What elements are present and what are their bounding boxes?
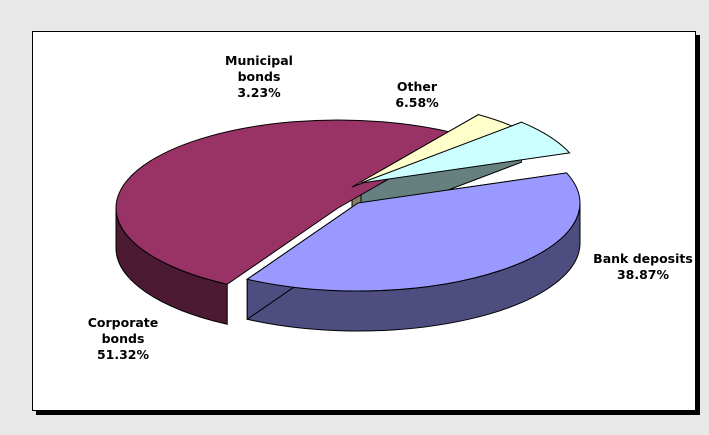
pie-slices — [115, 114, 581, 292]
slice-label-line: Other — [397, 79, 438, 94]
slice-label-line: Bank deposits — [593, 251, 693, 266]
slice-bank-deposits — [246, 172, 581, 292]
slice-label-line: Corporate — [88, 315, 159, 330]
slice-label-line: 38.87% — [617, 267, 670, 282]
slice-label-other: Other 6.58% — [395, 79, 439, 110]
pie-labels: Bank deposits 38.87%Corporate bonds 51.32%M… — [88, 53, 693, 362]
slice-label-line: Municipal — [225, 53, 293, 68]
slice-label-line: bonds — [102, 331, 145, 346]
chart-frame: Bank deposits 38.87% Corporate bonds 51.32% M… — [32, 31, 696, 411]
slice-label-line: 51.32% — [97, 347, 150, 362]
slice-corporate-bonds — [115, 119, 466, 285]
slice-label-municipal-bonds: Municipal bonds 3.23% — [225, 53, 293, 100]
slice-label-line: 6.58% — [395, 95, 439, 110]
slice-label-bank-deposits: Bank deposits 38.87% — [593, 251, 693, 282]
slice-label-corporate-bonds: Corporate bonds 51.32% — [88, 315, 159, 362]
slice-label-line: 3.23% — [237, 85, 281, 100]
pie-chart: Bank deposits 38.87%Corporate bonds 51.32%M… — [88, 53, 693, 362]
slice-other — [360, 121, 571, 184]
slice-label-line: bonds — [238, 69, 281, 84]
